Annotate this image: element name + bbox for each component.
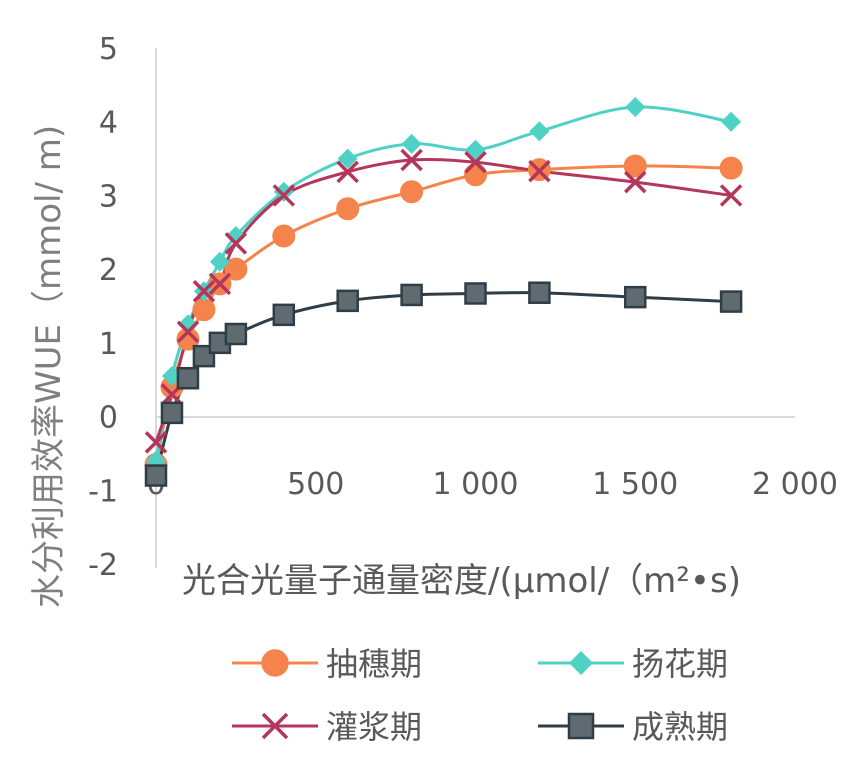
series-line-1 bbox=[154, 164, 732, 465]
data-point-series-4 bbox=[176, 366, 200, 390]
legend-marker bbox=[261, 649, 289, 677]
y-tick-label: 2 bbox=[99, 253, 118, 288]
y-tick-label: -1 bbox=[88, 474, 118, 509]
data-point-series-4 bbox=[400, 283, 423, 307]
data-point-series-2 bbox=[337, 148, 358, 169]
legend-label: 抽穗期 bbox=[326, 645, 422, 683]
data-point-series-2 bbox=[225, 225, 246, 246]
data-point-series-4 bbox=[528, 281, 551, 304]
x-axis-title: 光合光量子通量密度/(μmol/（m²•s) bbox=[182, 561, 741, 601]
data-point-series-3 bbox=[528, 159, 551, 183]
data-point-series-4 bbox=[224, 322, 248, 346]
legend-label: 成熟期 bbox=[632, 708, 728, 746]
data-point-series-3 bbox=[176, 320, 200, 344]
data-point-series-1 bbox=[623, 154, 647, 178]
data-point-series-3 bbox=[272, 184, 296, 207]
data-point-series-2 bbox=[401, 133, 422, 154]
legend-label: 灌浆期 bbox=[326, 708, 422, 746]
data-point-series-4 bbox=[272, 303, 296, 327]
data-point-series-1 bbox=[400, 180, 424, 204]
y-axis-title: 水分利用效率WUE（mmol/ m) bbox=[29, 125, 69, 608]
y-tick-label: 0 bbox=[99, 401, 118, 436]
data-point-series-2 bbox=[529, 121, 550, 142]
legend-marker bbox=[261, 712, 289, 740]
legend-marker bbox=[567, 712, 595, 740]
data-point-series-3 bbox=[144, 431, 168, 454]
data-point-series-2 bbox=[177, 314, 198, 335]
data-point-series-4 bbox=[336, 289, 359, 313]
legend-label: 扬花期 bbox=[632, 645, 728, 683]
data-point-series-1 bbox=[336, 197, 360, 221]
x-tick-label: 2 000 bbox=[752, 467, 838, 502]
data-point-series-3 bbox=[336, 160, 359, 184]
data-point-series-1 bbox=[192, 298, 216, 322]
data-point-series-2 bbox=[209, 251, 230, 272]
data-point-series-3 bbox=[192, 280, 216, 303]
data-point-series-2 bbox=[625, 96, 646, 117]
y-tick-label: 1 bbox=[99, 327, 118, 362]
data-point-series-4 bbox=[719, 290, 743, 313]
series-line-4 bbox=[154, 291, 732, 476]
data-point-series-2 bbox=[465, 139, 486, 160]
y-tick-label: -2 bbox=[88, 548, 118, 583]
y-tick-labels: -2 -1 0 1 2 3 4 5 bbox=[88, 32, 118, 583]
data-point-series-2 bbox=[721, 111, 742, 132]
series-markers bbox=[144, 96, 743, 487]
data-point-series-1 bbox=[272, 224, 296, 248]
x-tick-label: 1 500 bbox=[592, 467, 678, 502]
data-point-series-4 bbox=[160, 401, 184, 425]
x-tick-label: 500 bbox=[287, 467, 344, 502]
data-point-series-4 bbox=[624, 285, 647, 309]
x-tick-label: 1 000 bbox=[433, 467, 519, 502]
data-point-series-1 bbox=[464, 163, 487, 187]
y-tick-label: 5 bbox=[99, 32, 118, 67]
data-point-series-3 bbox=[464, 151, 487, 174]
data-point-series-4 bbox=[464, 282, 487, 305]
y-tick-label: 4 bbox=[99, 106, 118, 141]
y-tick-label: 3 bbox=[99, 179, 118, 214]
data-point-series-3 bbox=[224, 232, 248, 255]
data-point-series-4 bbox=[144, 464, 168, 487]
data-point-series-3 bbox=[400, 148, 423, 172]
data-point-series-2 bbox=[273, 181, 294, 202]
data-point-series-3 bbox=[208, 272, 232, 296]
data-point-series-3 bbox=[719, 184, 743, 207]
data-point-series-1 bbox=[719, 156, 743, 180]
data-point-series-3 bbox=[624, 170, 647, 194]
legend-marker bbox=[569, 651, 593, 675]
